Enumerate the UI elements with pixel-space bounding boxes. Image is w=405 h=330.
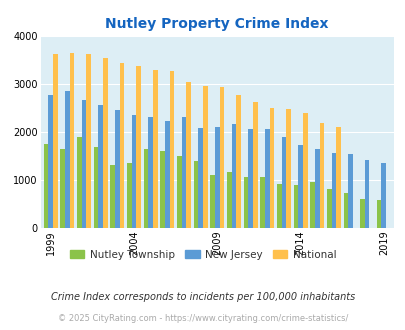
Bar (131, 115, 136, 228)
Bar (226, 172, 231, 228)
Bar (252, 102, 257, 228)
Bar (264, 129, 269, 228)
Bar (186, 82, 190, 228)
Bar (193, 161, 198, 228)
Bar (69, 52, 74, 228)
Bar (314, 149, 319, 228)
Bar (210, 175, 214, 228)
Text: © 2025 CityRating.com - https://www.cityrating.com/crime-statistics/: © 2025 CityRating.com - https://www.city… (58, 314, 347, 323)
Bar (309, 182, 314, 228)
Bar (376, 200, 381, 228)
Bar (153, 70, 157, 228)
Bar (260, 178, 264, 228)
Bar (148, 117, 153, 228)
Bar (77, 137, 81, 228)
Bar (43, 144, 48, 228)
Bar (297, 146, 302, 228)
Bar (98, 105, 102, 228)
Title: Nutley Property Crime Index: Nutley Property Crime Index (105, 17, 328, 31)
Bar (243, 177, 247, 228)
Text: Crime Index corresponds to incidents per 100,000 inhabitants: Crime Index corresponds to incidents per… (51, 292, 354, 302)
Bar (214, 127, 219, 228)
Bar (247, 129, 252, 228)
Bar (347, 154, 352, 228)
Bar (269, 108, 273, 228)
Bar (331, 153, 335, 228)
Bar (81, 100, 86, 228)
Bar (102, 58, 107, 228)
Bar (302, 113, 307, 228)
Bar (319, 123, 323, 228)
Bar (119, 63, 124, 228)
Bar (164, 121, 169, 228)
Bar (136, 66, 141, 228)
Bar (115, 110, 119, 228)
Bar (286, 109, 290, 228)
Bar (93, 147, 98, 228)
Bar (53, 54, 58, 228)
Bar (127, 163, 131, 228)
Bar (181, 117, 186, 228)
Bar (231, 124, 236, 228)
Bar (198, 128, 202, 228)
Bar (359, 199, 364, 228)
Bar (48, 95, 53, 228)
Bar (381, 163, 385, 228)
Bar (177, 156, 181, 228)
Bar (364, 160, 369, 228)
Bar (169, 71, 174, 228)
Bar (60, 149, 65, 228)
Bar (160, 151, 164, 228)
Bar (143, 149, 148, 228)
Bar (236, 95, 240, 228)
Bar (276, 184, 281, 228)
Bar (326, 189, 331, 228)
Bar (343, 193, 347, 228)
Bar (335, 127, 340, 228)
Legend: Nutley Township, New Jersey, National: Nutley Township, New Jersey, National (66, 246, 339, 264)
Bar (86, 53, 91, 228)
Bar (293, 185, 297, 228)
Bar (202, 86, 207, 228)
Bar (110, 165, 115, 228)
Bar (281, 137, 286, 228)
Bar (65, 91, 69, 228)
Bar (219, 87, 224, 228)
